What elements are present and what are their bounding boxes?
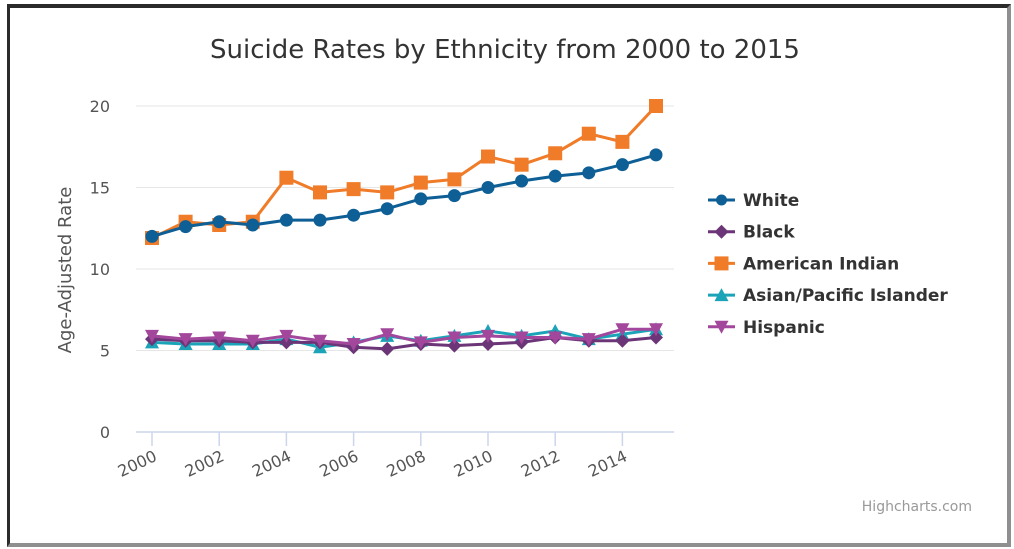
data-point[interactable] <box>649 99 663 113</box>
y-tick-label: 10 <box>90 260 110 279</box>
credits-link[interactable]: Highcharts.com <box>862 499 972 515</box>
x-tick-label: 2008 <box>384 446 429 480</box>
series-line <box>151 327 656 346</box>
data-point[interactable] <box>447 331 462 345</box>
series-white <box>145 148 663 243</box>
series-hispanic <box>145 323 663 351</box>
data-point[interactable] <box>615 333 630 348</box>
legend-label: Asian/Pacific Islander <box>743 286 948 306</box>
x-tick-label: 2010 <box>451 446 496 480</box>
data-point[interactable] <box>246 218 260 232</box>
legend: White Black American Indian Asian/Pacific I… <box>708 191 948 338</box>
chart-title: Suicide Rates by Ethnicity from 2000 to … <box>210 35 800 65</box>
data-point[interactable] <box>581 333 596 347</box>
y-axis: 0 5 10 15 20 <box>90 97 110 442</box>
data-point[interactable] <box>414 192 428 206</box>
data-point[interactable] <box>212 215 226 229</box>
data-point[interactable] <box>279 329 294 343</box>
x-tick-label: 2006 <box>316 446 361 480</box>
data-point[interactable] <box>615 158 629 172</box>
diamond-icon <box>714 224 729 239</box>
square-icon <box>714 256 729 271</box>
legend-label: Black <box>743 223 795 243</box>
series-line <box>151 104 658 240</box>
legend-label: American Indian <box>743 254 899 274</box>
data-point[interactable] <box>514 157 529 172</box>
data-point[interactable] <box>447 189 461 203</box>
data-point[interactable] <box>347 208 361 222</box>
data-point[interactable] <box>380 185 395 200</box>
data-point[interactable] <box>649 330 663 345</box>
data-point[interactable] <box>413 336 428 350</box>
data-point[interactable] <box>481 329 495 343</box>
data-point[interactable] <box>279 213 293 227</box>
legend-item[interactable]: Black <box>708 223 795 243</box>
data-point[interactable] <box>548 146 563 161</box>
data-point[interactable] <box>447 172 462 187</box>
triangle-icon <box>714 288 729 302</box>
data-point[interactable] <box>413 175 428 190</box>
data-point[interactable] <box>313 213 327 227</box>
circle-icon <box>716 194 727 206</box>
legend-item[interactable]: American Indian <box>708 254 899 274</box>
legend-label: White <box>743 191 799 211</box>
data-point[interactable] <box>313 185 327 200</box>
data-point[interactable] <box>481 181 495 194</box>
data-point[interactable] <box>615 323 630 337</box>
legend-item[interactable]: Hispanic <box>708 318 825 338</box>
data-point[interactable] <box>380 341 395 356</box>
y-tick-label: 15 <box>90 179 110 198</box>
data-point[interactable] <box>346 182 361 197</box>
data-point[interactable] <box>380 202 394 216</box>
triangle-down-icon <box>714 320 729 334</box>
data-point[interactable] <box>178 333 193 347</box>
x-tick-label: 2012 <box>518 446 563 480</box>
data-point[interactable] <box>212 331 227 345</box>
x-axis: 2000 2002 2004 2006 2008 2010 2012 2014 <box>115 431 674 481</box>
data-point[interactable] <box>447 338 462 353</box>
data-point[interactable] <box>649 148 663 162</box>
x-tick-label: 2000 <box>115 446 160 480</box>
data-point[interactable] <box>145 229 159 243</box>
y-tick-label: 20 <box>90 97 110 116</box>
data-point[interactable] <box>346 337 361 351</box>
data-point[interactable] <box>514 331 529 345</box>
data-point[interactable] <box>615 134 630 149</box>
data-point[interactable] <box>548 331 563 345</box>
data-point[interactable] <box>548 169 562 183</box>
series-line <box>151 153 657 238</box>
data-point[interactable] <box>481 149 495 164</box>
series-group <box>145 99 663 356</box>
chart-frame <box>7 4 1011 547</box>
data-point[interactable] <box>245 334 260 348</box>
y-tick-label: 0 <box>100 423 110 442</box>
data-point[interactable] <box>145 329 159 343</box>
x-tick-label: 2004 <box>249 446 294 480</box>
x-tick-label: 2002 <box>182 446 227 480</box>
data-point[interactable] <box>582 166 596 180</box>
data-point[interactable] <box>179 220 193 234</box>
legend-item[interactable]: White <box>708 191 799 211</box>
x-tick-label: 2014 <box>585 446 630 480</box>
data-point[interactable] <box>581 126 596 141</box>
data-point[interactable] <box>481 336 495 351</box>
data-point[interactable] <box>515 174 529 188</box>
legend-item[interactable]: Asian/Pacific Islander <box>708 286 948 306</box>
data-point[interactable] <box>313 334 327 348</box>
y-tick-label: 5 <box>100 342 110 361</box>
data-point[interactable] <box>649 323 663 337</box>
y-axis-label: Age-Adjusted Rate <box>55 187 76 354</box>
data-point[interactable] <box>380 328 395 342</box>
legend-label: Hispanic <box>743 318 825 338</box>
data-point[interactable] <box>279 170 294 185</box>
